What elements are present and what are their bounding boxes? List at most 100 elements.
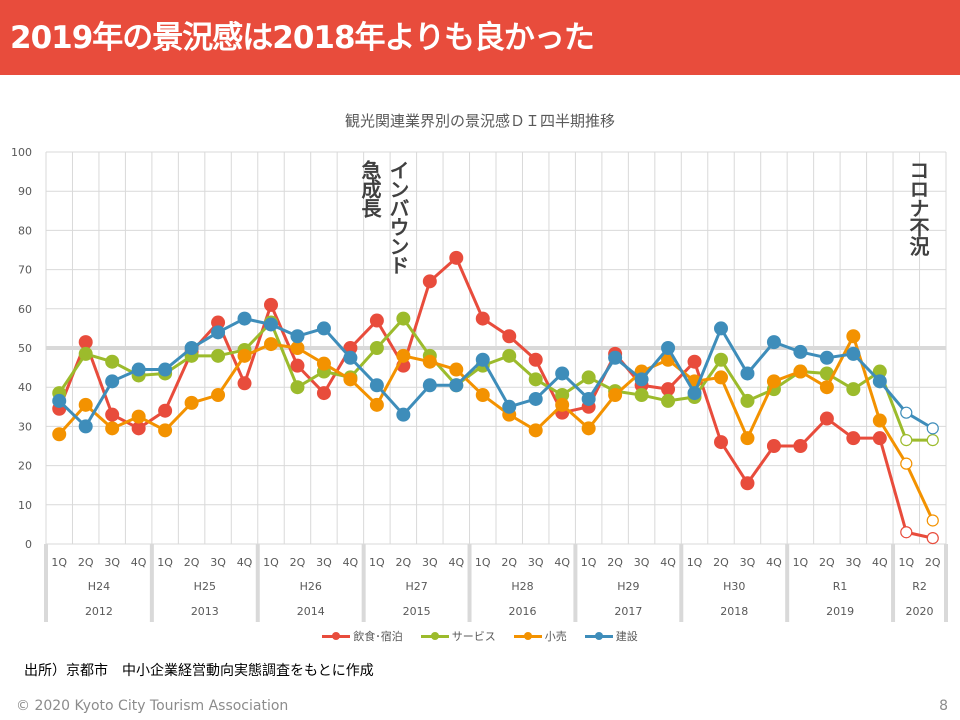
legend-swatch-food (322, 632, 351, 640)
data-point (793, 439, 808, 453)
data-point (900, 526, 913, 539)
x-tick-quarter: 4Q (766, 556, 782, 569)
y-tick-label: 60 (18, 303, 32, 316)
x-tick-quarter: 1Q (581, 556, 597, 569)
x-tick-year: 2012 (85, 605, 113, 618)
legend-item: サービス (420, 628, 496, 644)
data-point (369, 397, 384, 412)
data-point (422, 378, 437, 393)
x-tick-quarter: 1Q (898, 556, 914, 569)
x-tick-era: H24 (88, 580, 110, 593)
x-tick-era: H26 (300, 580, 322, 593)
data-point (52, 427, 67, 442)
data-point (290, 380, 305, 395)
data-point (105, 407, 120, 422)
data-point (237, 348, 252, 363)
data-point (608, 388, 623, 403)
x-tick-era: H30 (723, 580, 745, 593)
data-point (290, 358, 305, 373)
x-tick-quarter: 2Q (819, 556, 835, 569)
data-point (608, 350, 623, 365)
x-tick-quarter: 1Q (263, 556, 279, 569)
x-tick-year: 2018 (720, 605, 748, 618)
x-tick-quarter: 1Q (687, 556, 703, 569)
data-point (661, 382, 676, 397)
data-point (316, 321, 331, 336)
data-point (872, 374, 887, 389)
x-tick-year: 2014 (297, 605, 325, 618)
data-point (528, 352, 543, 367)
title-bar: 2019年の景況感は2018年よりも良かった (0, 0, 960, 75)
data-point (396, 407, 411, 422)
x-tick-year: 2017 (614, 605, 642, 618)
x-tick-quarter: 4Q (872, 556, 888, 569)
x-tick-quarter: 4Q (343, 556, 359, 569)
x-tick-quarter: 2Q (713, 556, 729, 569)
x-tick-quarter: 1Q (369, 556, 385, 569)
data-point (926, 514, 939, 527)
data-point (237, 376, 252, 391)
data-point (264, 297, 278, 312)
chart-title: 観光関連業界別の景況感ＤＩ四半期推移 (344, 112, 615, 130)
data-point (52, 393, 67, 408)
data-point (687, 386, 702, 401)
y-tick-label: 90 (18, 185, 32, 198)
data-point (846, 329, 861, 344)
x-tick-quarter: 4Q (237, 556, 253, 569)
data-point (502, 329, 517, 344)
data-point (555, 366, 570, 381)
x-tick-quarter: 3Q (210, 556, 226, 569)
data-point (926, 422, 939, 435)
data-point (714, 321, 728, 336)
x-tick-quarter: 2Q (925, 556, 941, 569)
data-point (900, 406, 913, 419)
data-point (661, 393, 676, 408)
data-point (926, 434, 939, 447)
data-point (872, 364, 887, 379)
data-point (475, 352, 490, 367)
data-point (184, 341, 199, 355)
data-point (528, 391, 543, 406)
data-point (449, 250, 464, 265)
data-point (872, 431, 887, 446)
x-tick-quarter: 3Q (316, 556, 332, 569)
data-point (846, 346, 861, 361)
chart-legend: 飲食･宿泊 サービス 小売 建設 (0, 628, 960, 644)
data-point (714, 370, 728, 385)
x-tick-quarter: 4Q (554, 556, 570, 569)
y-tick-label: 50 (18, 342, 32, 355)
x-tick-quarter: 3Q (104, 556, 120, 569)
data-point (396, 311, 411, 326)
data-point (819, 350, 834, 365)
x-tick-quarter: 4Q (660, 556, 676, 569)
data-point (581, 421, 596, 436)
x-tick-era: H27 (405, 580, 427, 593)
x-tick-quarter: 1Q (157, 556, 173, 569)
legend-item: 建設 (584, 628, 638, 644)
data-point (105, 354, 120, 369)
x-tick-era: R1 (833, 580, 848, 593)
data-point (819, 366, 834, 381)
y-tick-label: 70 (18, 264, 32, 277)
x-tick-quarter: 3Q (740, 556, 756, 569)
data-point (766, 374, 781, 389)
data-point (105, 421, 120, 436)
series-line-1 (57, 317, 933, 442)
data-point (528, 423, 543, 438)
data-point (475, 388, 490, 403)
x-tick-quarter: 2Q (396, 556, 412, 569)
data-point (316, 386, 331, 401)
data-point (900, 434, 913, 447)
legend-item: 飲食･宿泊 (322, 628, 403, 644)
x-tick-quarter: 3Q (846, 556, 862, 569)
data-point (926, 532, 939, 545)
data-point (422, 274, 437, 289)
y-tick-label: 10 (18, 499, 32, 512)
legend-label: 建設 (615, 630, 638, 643)
data-point (793, 364, 808, 379)
data-point (78, 419, 93, 434)
x-tick-quarter: 3Q (634, 556, 650, 569)
data-point (502, 348, 517, 363)
data-point (131, 409, 146, 424)
x-tick-quarter: 1Q (475, 556, 491, 569)
